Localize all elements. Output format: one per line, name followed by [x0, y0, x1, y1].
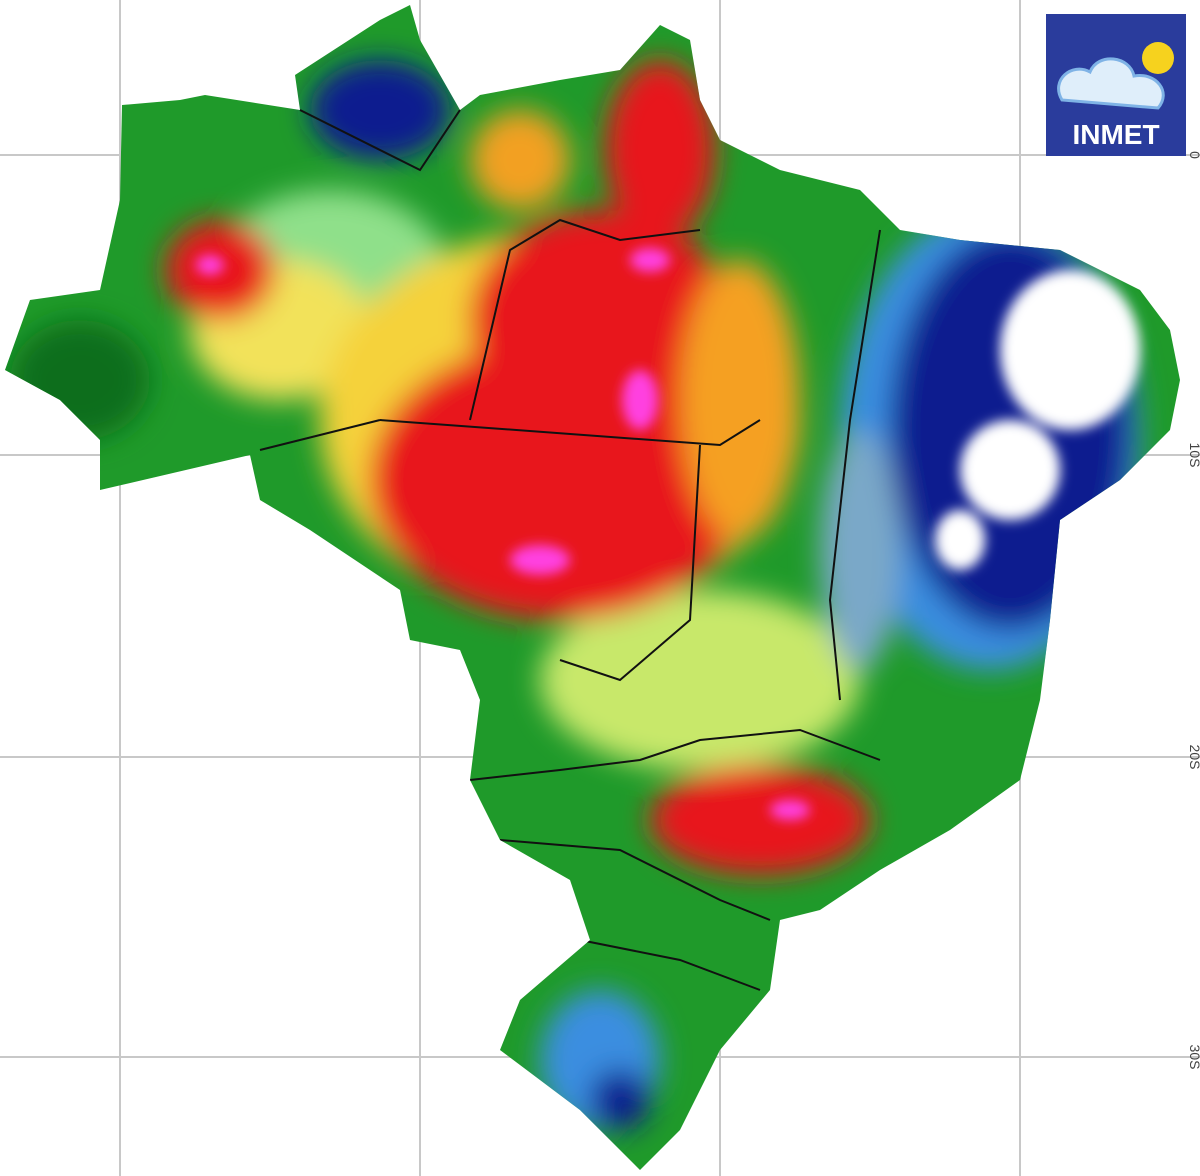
latitude-label: 0	[1187, 151, 1200, 159]
logo: INMET	[1046, 14, 1186, 156]
latitude-label: 30S	[1187, 1045, 1200, 1070]
latitude-label: 20S	[1187, 745, 1200, 770]
state-borders	[259, 109, 881, 991]
logo-text: INMET	[1072, 119, 1159, 150]
latitude-labels: 0 10S 20S 30S	[1187, 151, 1200, 1069]
latitude-label: 10S	[1187, 443, 1200, 468]
